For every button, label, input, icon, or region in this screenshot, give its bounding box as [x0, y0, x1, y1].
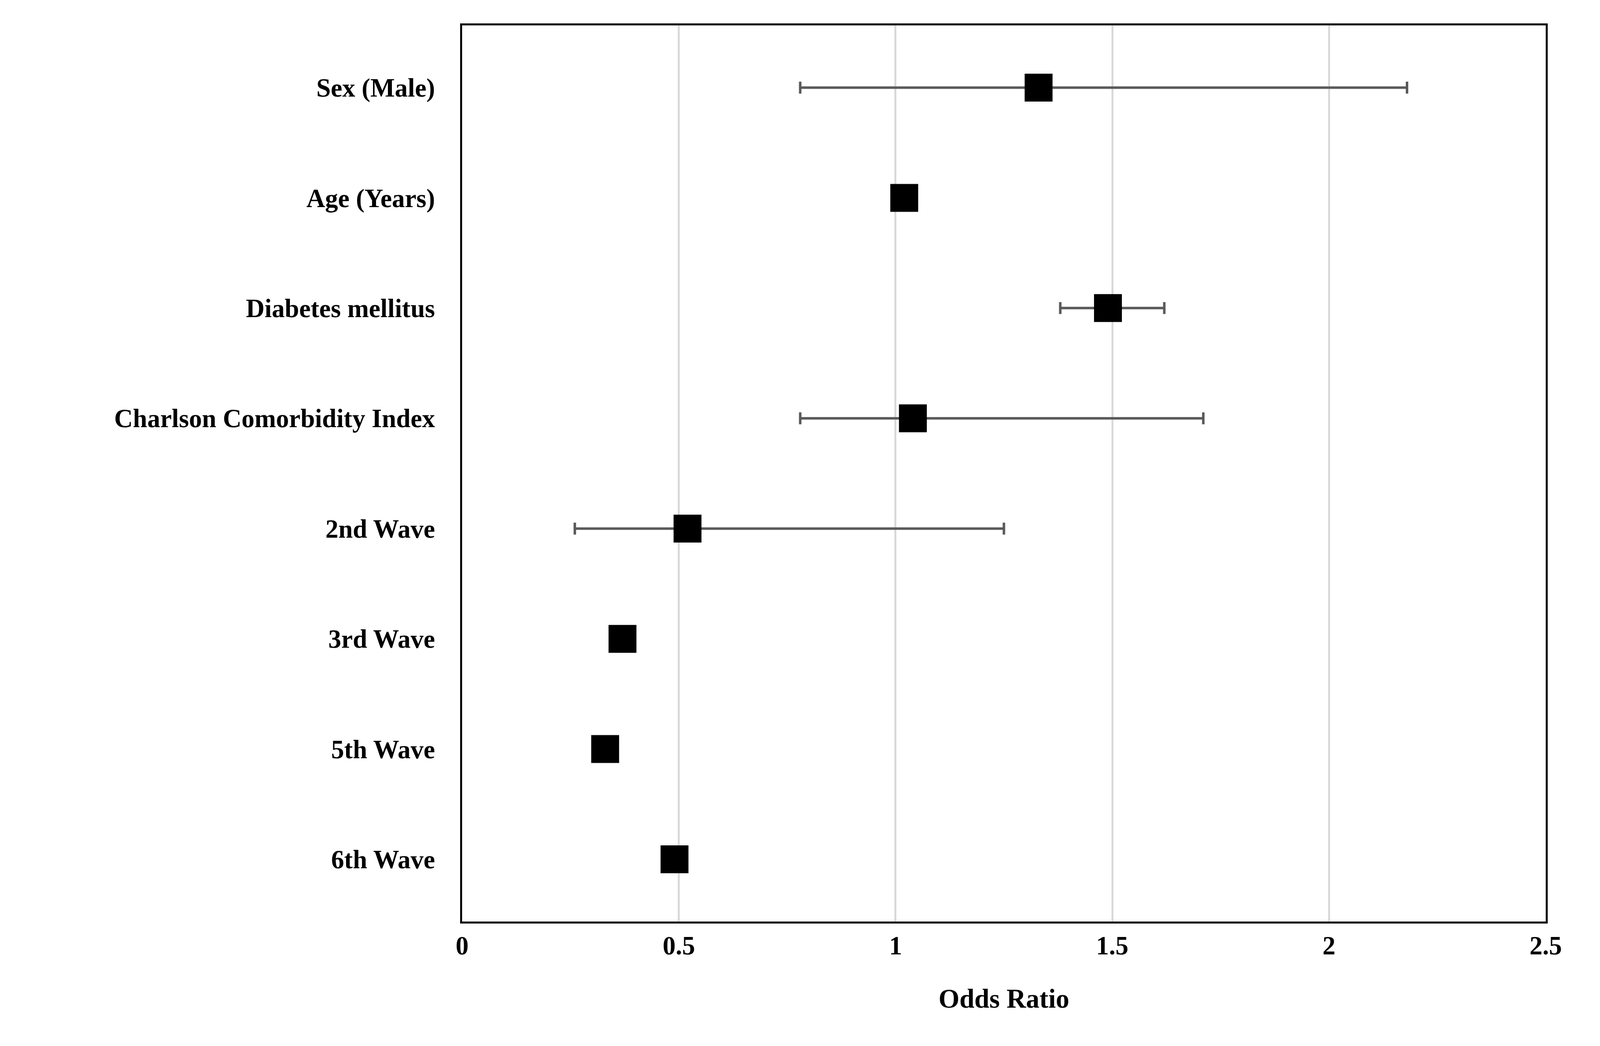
svg-text:3rd Wave: 3rd Wave — [328, 624, 435, 654]
svg-text:Charlson Comorbidity Index: Charlson Comorbidity Index — [114, 404, 435, 433]
svg-text:0.5: 0.5 — [662, 931, 696, 961]
svg-text:2: 2 — [1322, 931, 1336, 961]
svg-text:Odds Ratio: Odds Ratio — [938, 984, 1070, 1014]
svg-text:5th Wave: 5th Wave — [331, 735, 436, 764]
svg-text:6th Wave: 6th Wave — [331, 845, 436, 874]
svg-text:Age (Years): Age (Years) — [306, 184, 435, 214]
svg-text:2.5: 2.5 — [1529, 931, 1563, 961]
svg-text:1.5: 1.5 — [1096, 931, 1129, 961]
svg-text:Sex (Male): Sex (Male) — [316, 73, 435, 103]
svg-text:1: 1 — [888, 931, 902, 961]
svg-text:2nd Wave: 2nd Wave — [325, 514, 435, 544]
svg-text:0: 0 — [455, 931, 469, 961]
svg-text:Diabetes mellitus: Diabetes mellitus — [246, 294, 436, 323]
